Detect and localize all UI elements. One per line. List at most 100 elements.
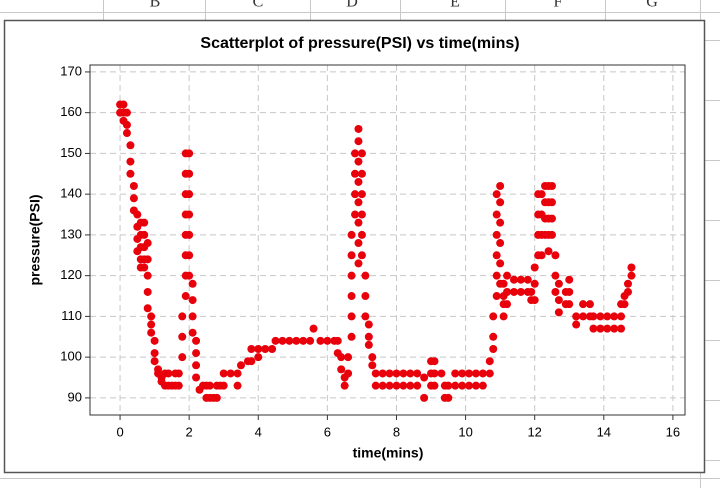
data-point bbox=[354, 177, 363, 186]
data-point bbox=[212, 393, 221, 402]
data-point bbox=[617, 324, 626, 333]
data-point bbox=[406, 369, 415, 378]
data-point bbox=[268, 344, 277, 353]
data-point bbox=[572, 320, 581, 329]
data-point bbox=[188, 296, 197, 305]
x-tick-label: 12 bbox=[527, 424, 541, 439]
data-point bbox=[247, 357, 256, 366]
data-point bbox=[458, 381, 467, 390]
data-point bbox=[178, 353, 187, 362]
data-point bbox=[465, 369, 474, 378]
data-point bbox=[285, 336, 294, 345]
data-point bbox=[333, 336, 342, 345]
data-point bbox=[364, 320, 373, 329]
data-point bbox=[458, 369, 467, 378]
data-point bbox=[361, 312, 370, 321]
data-point bbox=[537, 251, 546, 260]
data-point bbox=[503, 271, 512, 280]
data-point bbox=[596, 312, 605, 321]
data-point bbox=[589, 312, 598, 321]
data-point bbox=[357, 190, 366, 199]
data-point bbox=[565, 275, 574, 284]
data-point bbox=[623, 279, 632, 288]
data-point bbox=[140, 218, 149, 227]
data-point bbox=[489, 312, 498, 321]
data-point bbox=[126, 157, 135, 166]
data-point bbox=[617, 312, 626, 321]
x-axis-label: time(mins) bbox=[353, 445, 424, 461]
data-point bbox=[361, 271, 370, 280]
data-point bbox=[126, 169, 135, 178]
data-point bbox=[406, 381, 415, 390]
data-point bbox=[143, 304, 152, 313]
data-point bbox=[364, 340, 373, 349]
data-point bbox=[143, 287, 152, 296]
data-point bbox=[219, 381, 228, 390]
data-point bbox=[503, 300, 512, 309]
data-point bbox=[589, 324, 598, 333]
data-point bbox=[347, 312, 356, 321]
data-point bbox=[527, 287, 536, 296]
column-header: C bbox=[253, 0, 264, 11]
data-point bbox=[357, 251, 366, 260]
chart-title: Scatterplot of pressure(PSI) vs time(min… bbox=[200, 35, 519, 52]
data-point bbox=[378, 369, 387, 378]
data-point bbox=[261, 344, 270, 353]
data-point bbox=[551, 251, 560, 260]
data-point bbox=[579, 312, 588, 321]
data-point bbox=[471, 381, 480, 390]
data-point bbox=[233, 381, 242, 390]
data-point bbox=[316, 336, 325, 345]
data-point bbox=[551, 287, 560, 296]
data-point bbox=[147, 328, 156, 337]
data-point bbox=[185, 251, 194, 260]
data-point bbox=[523, 275, 532, 284]
data-point bbox=[496, 182, 505, 191]
data-point bbox=[627, 271, 636, 280]
x-tick-label: 14 bbox=[597, 424, 611, 439]
data-point bbox=[492, 230, 501, 239]
data-point bbox=[181, 292, 190, 301]
data-point bbox=[371, 369, 380, 378]
data-point bbox=[185, 271, 194, 280]
data-point bbox=[496, 198, 505, 207]
data-point bbox=[278, 336, 287, 345]
data-point bbox=[627, 263, 636, 272]
data-point bbox=[129, 182, 138, 191]
data-point bbox=[537, 190, 546, 199]
data-point bbox=[544, 247, 553, 256]
x-tick-label: 10 bbox=[458, 424, 472, 439]
data-point bbox=[530, 279, 539, 288]
data-point bbox=[509, 287, 518, 296]
data-point bbox=[623, 287, 632, 296]
data-point bbox=[236, 361, 245, 370]
data-point bbox=[347, 292, 356, 301]
data-point bbox=[347, 230, 356, 239]
data-point bbox=[496, 259, 505, 268]
data-point bbox=[585, 300, 594, 309]
data-point bbox=[509, 275, 518, 284]
data-point bbox=[430, 369, 439, 378]
data-point bbox=[354, 157, 363, 166]
data-point bbox=[337, 365, 346, 374]
data-point bbox=[192, 373, 201, 382]
data-point bbox=[603, 324, 612, 333]
data-point bbox=[174, 381, 183, 390]
data-point bbox=[437, 369, 446, 378]
data-point bbox=[392, 369, 401, 378]
data-point bbox=[185, 190, 194, 199]
data-point bbox=[344, 353, 353, 362]
data-point bbox=[347, 251, 356, 260]
data-point bbox=[364, 332, 373, 341]
x-tick-label: 16 bbox=[666, 424, 680, 439]
data-point bbox=[451, 381, 460, 390]
data-point bbox=[420, 393, 429, 402]
column-header: F bbox=[554, 0, 563, 11]
data-point bbox=[150, 349, 159, 358]
data-point bbox=[192, 336, 201, 345]
data-point bbox=[478, 369, 487, 378]
data-point bbox=[420, 373, 429, 382]
y-tick-label: 100 bbox=[60, 349, 82, 364]
data-point bbox=[492, 251, 501, 260]
